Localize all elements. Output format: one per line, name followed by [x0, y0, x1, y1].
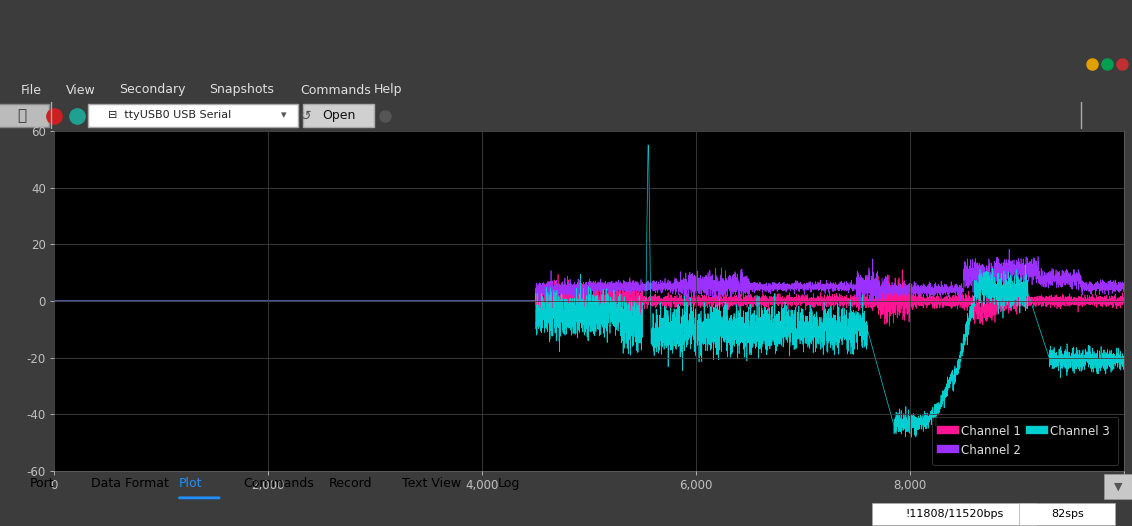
- Text: !11808/11520bps: !11808/11520bps: [906, 509, 1003, 519]
- Text: Snapshots: Snapshots: [209, 84, 274, 96]
- FancyBboxPatch shape: [0, 105, 49, 127]
- Text: 82sps: 82sps: [1052, 509, 1083, 519]
- Text: Commands: Commands: [243, 477, 314, 490]
- Text: Secondary: Secondary: [119, 84, 186, 96]
- Text: ▼: ▼: [1114, 481, 1123, 491]
- Text: Record: Record: [328, 477, 371, 490]
- FancyBboxPatch shape: [1019, 503, 1115, 525]
- Text: ↺: ↺: [300, 108, 311, 123]
- Legend: Channel 1, Channel 2, Channel 3: Channel 1, Channel 2, Channel 3: [933, 417, 1118, 465]
- FancyBboxPatch shape: [303, 105, 374, 127]
- FancyBboxPatch shape: [1104, 474, 1132, 499]
- FancyBboxPatch shape: [88, 105, 298, 127]
- Text: ▾: ▾: [281, 110, 286, 120]
- Text: Log: Log: [498, 477, 521, 490]
- Text: Text View: Text View: [402, 477, 461, 490]
- Text: ⏸: ⏸: [17, 108, 26, 123]
- Text: Help: Help: [374, 84, 402, 96]
- Text: Plot: Plot: [179, 477, 203, 490]
- Text: View: View: [66, 84, 95, 96]
- Text: Port: Port: [29, 477, 54, 490]
- Text: Open: Open: [321, 109, 355, 122]
- Text: Data Format: Data Format: [91, 477, 169, 490]
- Text: File: File: [20, 84, 42, 96]
- Text: Commands: Commands: [300, 84, 371, 96]
- Text: ⊟  ttyUSB0 USB Serial: ⊟ ttyUSB0 USB Serial: [108, 110, 231, 120]
- FancyBboxPatch shape: [872, 503, 1036, 525]
